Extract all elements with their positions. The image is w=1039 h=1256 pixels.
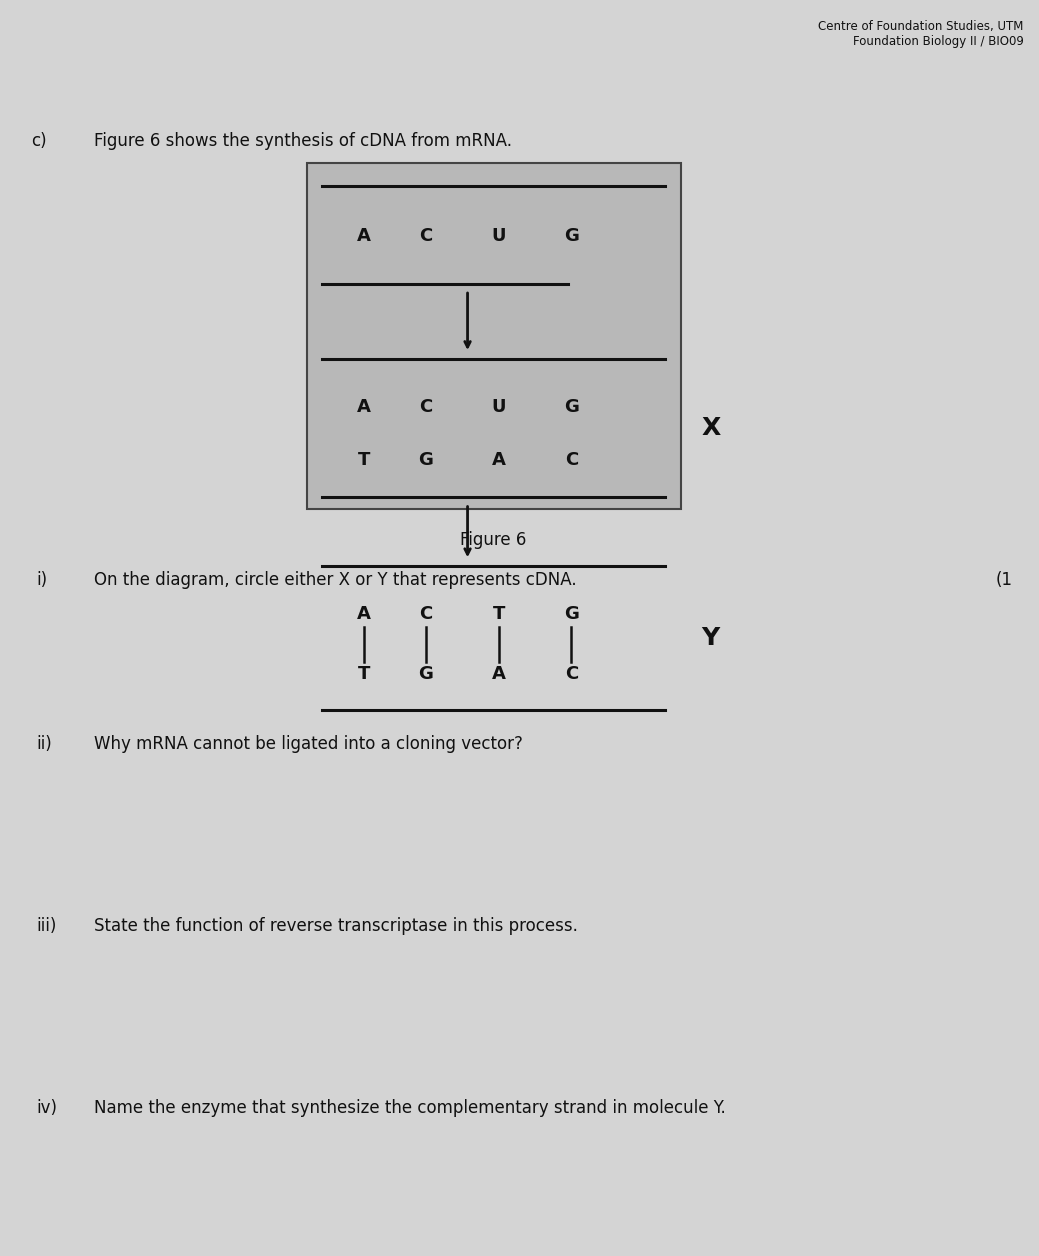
Text: X: X [701,416,721,441]
Text: C: C [420,227,432,245]
Text: U: U [491,227,506,245]
Text: c): c) [31,132,47,149]
Text: A: A [491,666,506,683]
Text: Foundation Biology II / BIO09: Foundation Biology II / BIO09 [853,35,1023,48]
Text: iv): iv) [36,1099,57,1117]
Text: C: C [565,666,578,683]
Text: G: G [419,666,433,683]
Text: Y: Y [701,625,720,651]
Text: G: G [564,398,579,416]
Text: G: G [564,605,579,623]
Text: G: G [564,227,579,245]
Text: ii): ii) [36,735,52,752]
Text: A: A [356,398,371,416]
Text: T: T [357,666,370,683]
Text: Centre of Foundation Studies, UTM: Centre of Foundation Studies, UTM [818,20,1023,33]
Text: A: A [491,451,506,468]
Text: A: A [356,605,371,623]
Text: Why mRNA cannot be ligated into a cloning vector?: Why mRNA cannot be ligated into a clonin… [94,735,523,752]
Text: C: C [565,451,578,468]
Text: T: T [492,605,505,623]
Text: iii): iii) [36,917,57,934]
Text: U: U [491,398,506,416]
Text: T: T [357,451,370,468]
Text: G: G [419,451,433,468]
Text: Figure 6 shows the synthesis of cDNA from mRNA.: Figure 6 shows the synthesis of cDNA fro… [94,132,511,149]
Text: (1: (1 [996,571,1013,589]
Text: Figure 6: Figure 6 [460,531,527,549]
Text: Name the enzyme that synthesize the complementary strand in molecule Y.: Name the enzyme that synthesize the comp… [94,1099,725,1117]
Text: C: C [420,398,432,416]
Text: On the diagram, circle either X or Y that represents cDNA.: On the diagram, circle either X or Y tha… [94,571,577,589]
Text: A: A [356,227,371,245]
Bar [307,163,681,509]
Text: i): i) [36,571,48,589]
Text: State the function of reverse transcriptase in this process.: State the function of reverse transcript… [94,917,578,934]
Text: C: C [420,605,432,623]
